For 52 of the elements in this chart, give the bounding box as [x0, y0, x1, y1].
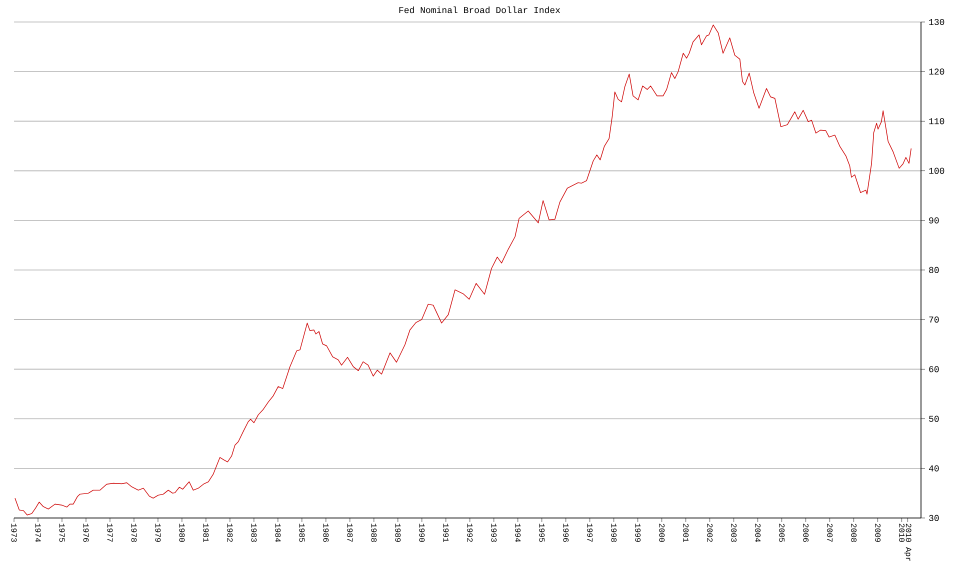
- x-tick-label: 1986: [323, 524, 329, 542]
- x-tick-label: 1979: [155, 524, 161, 542]
- x-tick-label: 1994: [515, 524, 521, 542]
- x-tick-label: 1985: [299, 524, 305, 542]
- x-tick-label: 2007: [827, 524, 833, 542]
- y-tick-label: 80: [929, 266, 939, 274]
- x-tick-label: 1993: [491, 524, 497, 542]
- x-tick-label: 1973: [11, 524, 17, 542]
- x-tick-label: 1984: [275, 524, 281, 542]
- x-tick-label: 2006: [803, 524, 809, 542]
- x-tick-label: 2005: [779, 524, 785, 542]
- x-tick-label: 2009: [875, 524, 881, 542]
- x-tick-label: 1991: [443, 524, 449, 542]
- y-tick-label: 110: [929, 118, 944, 124]
- x-tick-label: 1989: [395, 524, 401, 542]
- y-tick-label: 100: [929, 168, 944, 174]
- x-tick-label: 1982: [227, 524, 233, 542]
- line-series: [14, 24, 912, 516]
- x-tick-label: 1987: [347, 524, 353, 542]
- x-tick-label: 2002: [707, 524, 713, 542]
- x-tick-label: 1997: [587, 524, 593, 542]
- x-tick-label: 1995: [539, 524, 545, 542]
- y-tick-label: 90: [929, 217, 939, 224]
- y-tick-label: 70: [929, 316, 939, 323]
- x-tick-label: 2001: [683, 524, 689, 542]
- x-tick-label: 1988: [371, 524, 377, 542]
- y-tick-label: 60: [929, 366, 939, 372]
- x-tick-label: 2003: [731, 524, 737, 542]
- x-tick-label: 2010: [899, 524, 905, 542]
- x-tick-label: 2010 Apr: [904, 524, 912, 561]
- x-tick-label: 1975: [59, 524, 65, 542]
- x-tick-label: 1981: [203, 524, 209, 542]
- y-tick-label: 120: [929, 68, 944, 75]
- x-tick-label: 1976: [83, 524, 89, 542]
- y-tick-label: 50: [929, 416, 939, 422]
- chart-title: Fed Nominal Broad Dollar Index: [399, 6, 560, 14]
- x-tick-label: 1974: [35, 524, 41, 542]
- x-tick-label: 1996: [563, 524, 569, 542]
- x-tick-label: 2000: [659, 524, 665, 542]
- x-tick-label: 1998: [611, 524, 617, 542]
- y-tick-label: 40: [928, 465, 939, 472]
- x-tick-label: 1983: [251, 524, 257, 542]
- x-tick-label: 1992: [467, 524, 473, 542]
- x-tick-label: 2008: [851, 524, 857, 542]
- x-tick-label: 1999: [635, 524, 641, 542]
- x-tick-label: 1980: [179, 524, 185, 542]
- y-tick-label: 30: [929, 514, 939, 522]
- x-tick-label: 1990: [419, 524, 425, 542]
- x-tick-label: 1978: [131, 524, 137, 542]
- y-tick-label: 130: [929, 18, 944, 26]
- x-tick-label: 1977: [107, 524, 113, 542]
- x-tick-label: 2004: [755, 524, 761, 542]
